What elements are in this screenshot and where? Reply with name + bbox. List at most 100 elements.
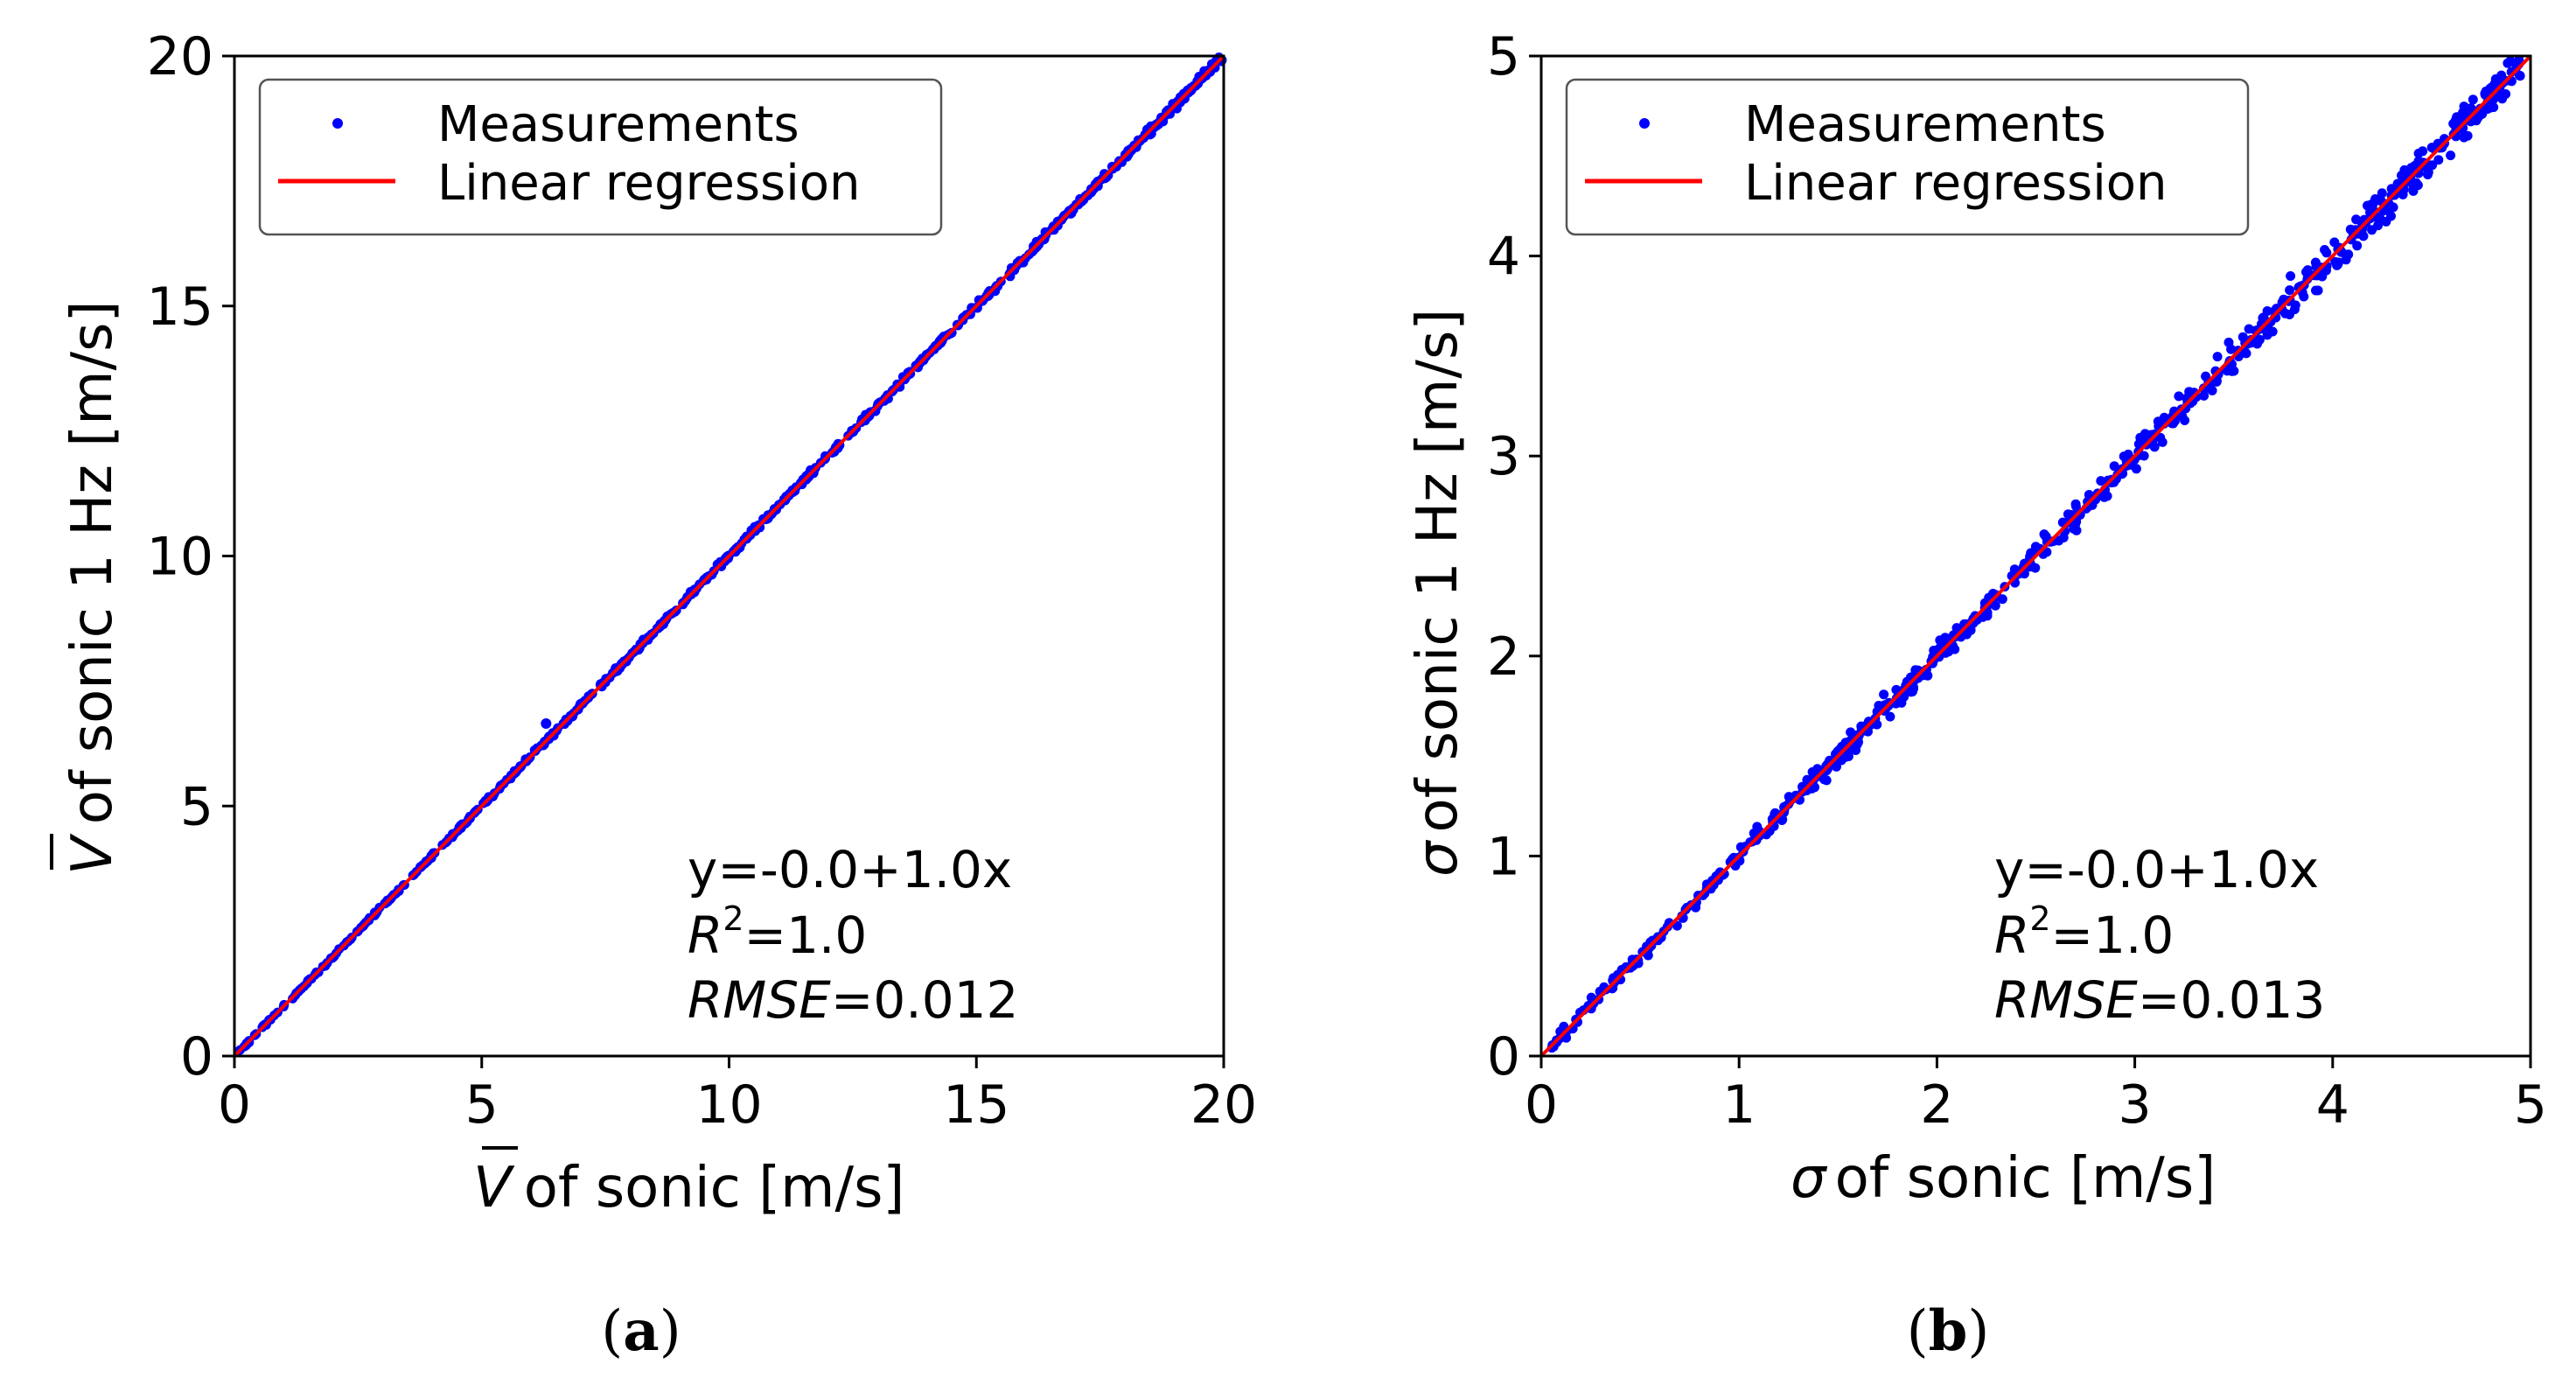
measurement-point [2397, 171, 2406, 180]
panel-a-x-label-text: of sonic [m/s] [524, 1156, 905, 1221]
panel-b: 0 1 2 3 4 5 0 1 2 3 4 5 Measurements Linear regres… [1406, 26, 2547, 1364]
regression-line [1539, 54, 2532, 1058]
measurement-point [2398, 189, 2408, 199]
measurement-point [2423, 170, 2433, 179]
measurement-point [2286, 271, 2296, 281]
measurement-point [2212, 352, 2223, 362]
panel-b-y-label-text: of sonic 1 Hz [m/s] [1406, 309, 1470, 833]
measurement-point [1812, 764, 1823, 774]
panel-a-rmse: RMSE=0.012 [688, 970, 1018, 1030]
measurement-point [1885, 711, 1895, 722]
measurement-point [2155, 432, 2166, 443]
x-tick-label: 20 [1190, 1074, 1257, 1136]
panel-a-r2-sup: 2 [723, 899, 743, 938]
panel-a-y-label-text: of sonic 1 Hz [m/s] [60, 301, 125, 825]
panel-b-legend-measurements: Measurements [1744, 96, 2106, 153]
panel-a-x-ticks: 0 5 10 15 20 [218, 1056, 1257, 1136]
measurement-point [2377, 188, 2387, 199]
panel-b-x-label-symbol: σ [1791, 1146, 1828, 1211]
measurement-point [2351, 214, 2362, 225]
panel-b-y-label-symbol: σ [1406, 839, 1470, 877]
measurement-point [2408, 185, 2419, 196]
panel-b-x-label-text: of sonic [m/s] [1835, 1146, 2216, 1211]
panel-b-legend-linear-regression: Linear regression [1744, 155, 2168, 212]
measurement-point [2040, 530, 2050, 541]
y-tick-label: 10 [147, 527, 213, 588]
measurement-point [2446, 150, 2456, 161]
panel-a-rmse-value: =0.012 [831, 970, 1019, 1030]
panel-b-caption-open: ( [1907, 1299, 1929, 1364]
measurement-point [2070, 519, 2081, 529]
x-tick-label: 2 [1920, 1074, 1953, 1136]
measurement-point [2109, 461, 2119, 472]
panel-b-y-axis-label: σ of sonic 1 Hz [m/s] [1406, 309, 1470, 877]
y-tick-label: 5 [1487, 26, 1520, 87]
measurement-point [2462, 130, 2473, 141]
measurement-point [2373, 220, 2383, 231]
y-tick-label: 3 [1487, 426, 1520, 487]
measurement-point [2313, 285, 2323, 296]
panel-a-equation: y=-0.0+1.0x [688, 840, 1012, 899]
x-tick-label: 0 [1525, 1074, 1558, 1136]
measurement-point [2102, 491, 2112, 501]
panel-a-r2-label: R [688, 906, 723, 965]
panel-a-caption-letter: a [623, 1298, 659, 1364]
measurement-point [1997, 594, 2007, 605]
panel-b-caption-close: ) [1967, 1299, 1989, 1364]
panel-a-x-label-symbol: V [473, 1156, 515, 1221]
measurement-point [1982, 607, 1993, 618]
regression-line [233, 54, 1225, 1058]
panel-b-x-ticks: 0 1 2 3 4 5 [1525, 1056, 2547, 1136]
measurement-point [2427, 160, 2438, 171]
y-tick-label: 5 [180, 776, 213, 837]
measurement-point [2515, 70, 2524, 80]
panel-a-r2: R2=1.0 [688, 899, 867, 965]
measurement-point [2299, 291, 2309, 302]
outlier-point [541, 718, 552, 729]
x-tick-label: 4 [2316, 1074, 2349, 1136]
panel-b-plot-frame [1539, 54, 2532, 1058]
measurement-point [2333, 259, 2343, 269]
y-tick-label: 0 [1487, 1026, 1520, 1088]
panel-a-caption-close: ) [660, 1299, 681, 1364]
panel-b-y-ticks: 0 1 2 3 4 5 [1487, 26, 1541, 1088]
panel-a: 0 5 10 15 20 0 5 10 15 20 Measurements Linear re… [50, 26, 1257, 1364]
x-tick-label: 5 [2514, 1074, 2547, 1136]
measurement-point [2133, 439, 2144, 450]
measurement-point [1965, 625, 1976, 635]
y-tick-label: 15 [147, 276, 213, 338]
panel-a-stats: y=-0.0+1.0x R2=1.0 RMSE=0.012 [688, 840, 1018, 1030]
x-tick-label: 15 [943, 1074, 1009, 1136]
measurement-point [2452, 112, 2462, 122]
y-tick-label: 20 [147, 26, 213, 87]
svg-text:Vof sonic 1 Hz [m/s]: Vof sonic 1 Hz [m/s] [60, 301, 125, 876]
panel-b-equation: y=-0.0+1.0x [1994, 840, 2319, 899]
measurement-point [2199, 390, 2209, 401]
measurement-point [2096, 476, 2106, 486]
measurement-point [2370, 194, 2380, 204]
x-tick-label: 1 [1722, 1074, 1756, 1136]
measurement-point [2497, 94, 2508, 104]
panel-a-legend-point-marker [332, 118, 343, 129]
measurement-point [2174, 391, 2184, 402]
panel-b-r2: R2=1.0 [1994, 899, 2174, 965]
panel-b-r2-label: R [1994, 906, 2029, 965]
panel-b-legend-point-marker [1639, 118, 1650, 129]
measurement-point [2329, 237, 2340, 248]
y-tick-label: 0 [180, 1026, 213, 1088]
measurement-point [2468, 94, 2478, 105]
x-tick-label: 3 [2119, 1074, 2152, 1136]
measurement-point [2413, 148, 2424, 158]
measurement-point [2459, 101, 2469, 112]
measurement-point [1843, 752, 1853, 761]
panel-b-caption-letter: b [1929, 1298, 1968, 1364]
y-tick-label: 2 [1487, 626, 1520, 688]
measurement-point [2321, 248, 2332, 258]
measurement-point [2139, 451, 2149, 461]
panel-b-regression-line [1539, 54, 2532, 1058]
panel-b-r2-value: =1.0 [2051, 906, 2175, 965]
panel-a-y-axis-label: Vof sonic 1 Hz [m/s] [50, 301, 125, 876]
y-tick-label: 1 [1487, 826, 1520, 887]
measurement-point [2153, 416, 2163, 427]
